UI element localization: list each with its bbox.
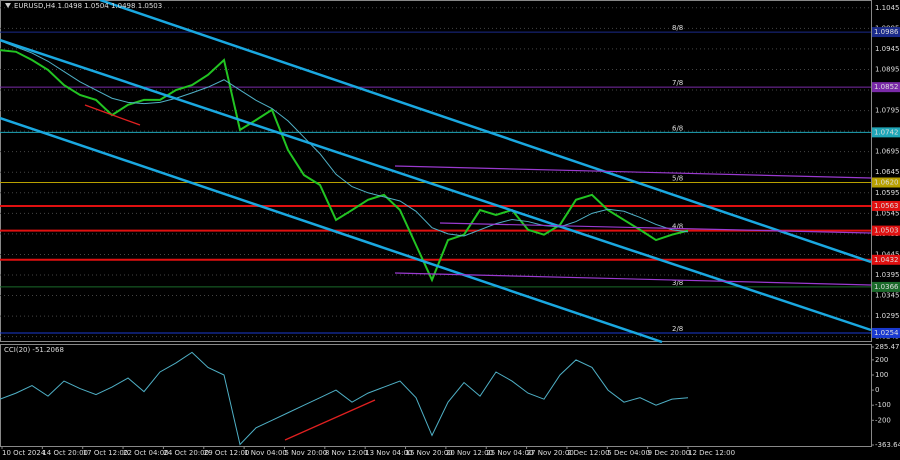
level-box <box>872 327 900 338</box>
level-label: 1.0742 <box>874 128 899 136</box>
level-label: 1.0254 <box>874 329 899 337</box>
reg-lower <box>394 272 872 286</box>
level-label: 1.0563 <box>874 202 899 210</box>
divergence-line <box>84 104 141 126</box>
y-tick-label: 200 <box>875 356 888 364</box>
x-tick-label: 5 Nov 20:00 <box>284 449 327 457</box>
x-tick-label: 22 Oct 04:00 <box>123 449 169 457</box>
reg-upper <box>394 165 872 179</box>
cci-panel <box>0 344 872 447</box>
y-tick-label: -200 <box>875 416 891 424</box>
y-tick-label: 1.0395 <box>875 271 900 279</box>
y-tick-label: 100 <box>875 371 888 379</box>
level-box <box>872 82 900 93</box>
level-label: 1.0432 <box>874 256 899 264</box>
x-tick-label: 17 Oct 12:00 <box>83 449 129 457</box>
x-tick-label: 25 Nov 04:00 <box>486 449 533 457</box>
y-tick-label: 1.1045 <box>875 4 900 12</box>
y-tick-label: 1.0795 <box>875 107 900 115</box>
main-panel <box>0 0 872 342</box>
x-tick-label: 15 Nov 20:00 <box>406 449 453 457</box>
x-tick-label: 29 Oct 12:00 <box>204 449 250 457</box>
y-tick-label: 1.0445 <box>875 250 900 258</box>
series-line <box>0 49 689 283</box>
x-tick-label: 20 Nov 12:00 <box>446 449 493 457</box>
symbol-icon <box>5 3 11 8</box>
y-tick-label: -363.6431 <box>875 441 900 449</box>
y-tick-label: 0 <box>875 386 879 394</box>
y-tick-label: 285.4725 <box>875 343 900 351</box>
frame <box>0 0 872 447</box>
x-tick-label: 9 Dec 20:00 <box>648 449 691 457</box>
murray-label: 4/8 <box>672 223 683 231</box>
y-tick-label: 1.0645 <box>875 168 900 176</box>
y-tick-label: 1.0545 <box>875 209 900 217</box>
y-tick-label: 1.0895 <box>875 65 900 73</box>
level-label: 1.0852 <box>874 83 899 91</box>
x-tick-label: 13 Nov 04:00 <box>365 449 412 457</box>
reg-mid <box>439 222 872 234</box>
x-tick-label: 2 Dec 12:00 <box>567 449 610 457</box>
x-tick-label: 5 Dec 04:00 <box>607 449 650 457</box>
level-box <box>872 177 900 188</box>
x-tick-label: 12 Dec 12:00 <box>688 449 735 457</box>
channel-lower <box>0 116 663 344</box>
y-tick-label: 1.0345 <box>875 292 900 300</box>
x-tick-label: 24 Oct 20:00 <box>163 449 209 457</box>
y-tick-label: 1.0945 <box>875 45 900 53</box>
level-label: 1.0620 <box>874 179 899 187</box>
level-box <box>872 225 900 236</box>
level-box <box>872 281 900 292</box>
level-label: 1.0986 <box>874 28 899 36</box>
murray-label: 2/8 <box>672 325 683 333</box>
cci-divergence-line <box>284 399 376 441</box>
level-label: 1.0503 <box>874 227 899 235</box>
x-tick-label: 8 Nov 12:00 <box>325 449 368 457</box>
murray-label: 8/8 <box>672 24 683 32</box>
y-tick-label: 1.0595 <box>875 189 900 197</box>
series-line <box>0 40 689 237</box>
level-label: 1.0366 <box>874 283 899 291</box>
level-box <box>872 200 900 211</box>
series-line <box>0 351 689 446</box>
y-tick-label: 1.0295 <box>875 312 900 320</box>
level-box <box>872 27 900 38</box>
level-box <box>872 254 900 265</box>
channel-upper <box>99 0 872 264</box>
regression <box>394 165 872 286</box>
x-tick-label: 10 Oct 2024 <box>2 449 46 457</box>
y-tick-label: 1.0695 <box>875 148 900 156</box>
cci-title: CCI(20) -51.2068 <box>4 346 64 354</box>
murray-label: 6/8 <box>672 124 683 132</box>
x-tick-label: 27 Nov 20:00 <box>527 449 574 457</box>
x-tick-label: 14 Oct 20:00 <box>42 449 88 457</box>
chart-title: EURUSD,H4 1.0498 1.0504 1.0498 1.0503 <box>14 2 162 10</box>
level-box <box>872 127 900 138</box>
murray-label: 3/8 <box>672 279 683 287</box>
y-tick-label: -100 <box>875 401 891 409</box>
murray-label: 7/8 <box>672 79 683 87</box>
murray-label: 5/8 <box>672 175 683 183</box>
x-tick-label: 1 Nov 04:00 <box>244 449 287 457</box>
